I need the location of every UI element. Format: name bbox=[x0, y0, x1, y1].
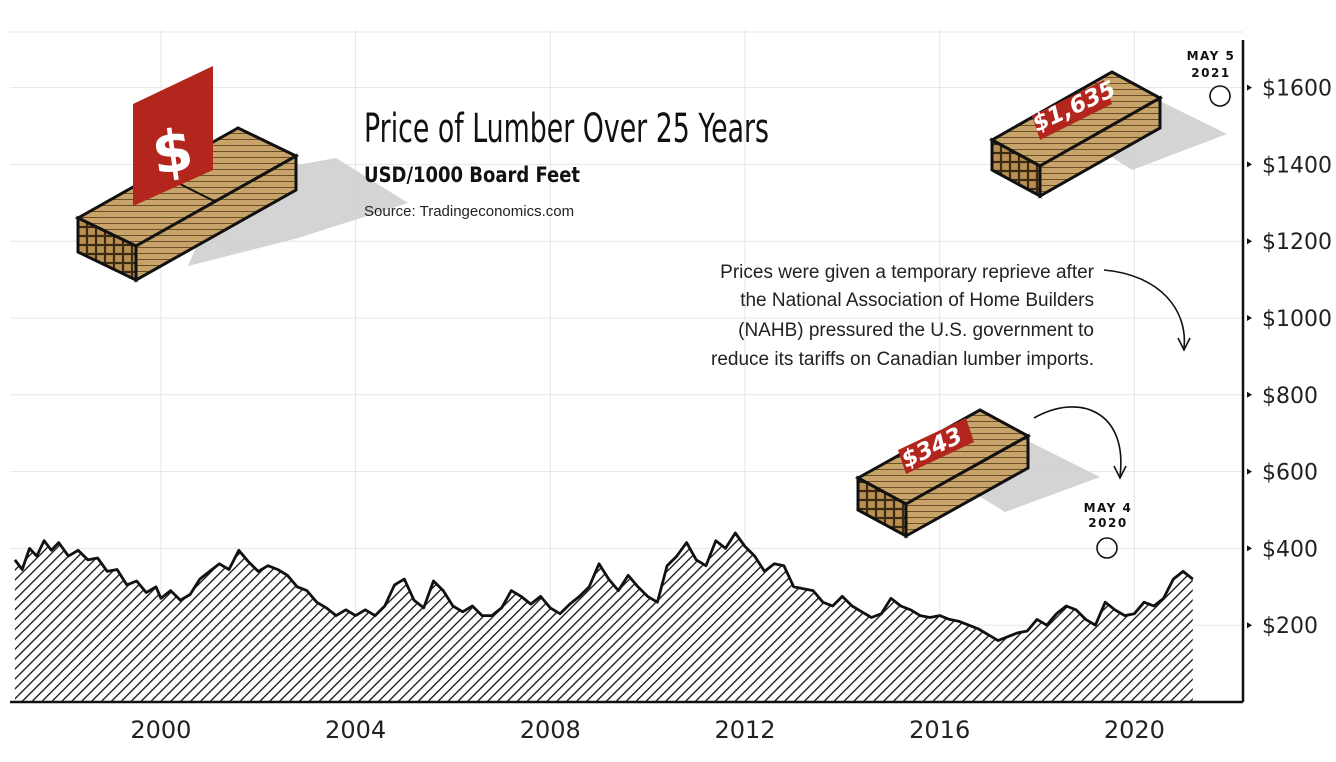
low-date-year: 2020 bbox=[1088, 516, 1127, 530]
lumber-stack-illustration-large bbox=[74, 126, 408, 283]
peak-callout: MAY 5 2021 bbox=[1187, 49, 1236, 107]
y-tick-mark-6 bbox=[1247, 161, 1252, 168]
y-tick-mark-5 bbox=[1247, 238, 1252, 245]
annotation-line-2: the National Association of Home Builder… bbox=[740, 290, 1094, 311]
peak-date-month: MAY 5 bbox=[1187, 49, 1236, 63]
y-tick-label-2: $600 bbox=[1262, 461, 1318, 486]
price-series bbox=[13, 531, 1194, 702]
x-tick-label-2: 2008 bbox=[520, 716, 581, 744]
low-marker bbox=[1096, 537, 1118, 559]
y-tick-mark-4 bbox=[1247, 315, 1252, 321]
x-tick-label-3: 2012 bbox=[714, 716, 775, 744]
y-tick-label-0: $200 bbox=[1262, 614, 1318, 639]
y-tick-label-1: $400 bbox=[1262, 537, 1318, 562]
annotation-line-4: reduce its tariffs on Canadian lumber im… bbox=[711, 349, 1094, 370]
tariff-annotation: Prices were given a temporary reprieve a… bbox=[711, 262, 1191, 370]
low-arrow bbox=[1033, 406, 1122, 477]
chart-source: Source: Tradingeconomics.com bbox=[364, 203, 574, 220]
x-tick-label-0: 2000 bbox=[130, 716, 191, 744]
low-arrowhead bbox=[1113, 465, 1127, 480]
annotation-arrow bbox=[1103, 269, 1186, 349]
y-tick-mark-2 bbox=[1247, 468, 1252, 475]
annotation-line-1: Prices were given a temporary reprieve a… bbox=[720, 262, 1094, 283]
x-tick-label-5: 2020 bbox=[1104, 716, 1165, 744]
axes: $200 $400 $600 $800 $1000 $1200 $1400 $1600 2000… bbox=[10, 40, 1332, 744]
dollar-sign-icon: $ bbox=[148, 115, 197, 188]
y-tick-mark-7 bbox=[1247, 84, 1252, 91]
y-tick-label-5: $1200 bbox=[1262, 230, 1332, 255]
y-tick-label-3: $800 bbox=[1262, 384, 1318, 409]
price-tag-dollar: $ bbox=[133, 66, 213, 206]
price-line bbox=[13, 531, 1194, 642]
chart-subtitle: USD/1000 Board Feet bbox=[364, 163, 580, 187]
y-tick-mark-0 bbox=[1247, 622, 1252, 629]
y-tick-label-7: $1600 bbox=[1262, 77, 1332, 102]
price-area-fill bbox=[14, 533, 1193, 702]
x-tick-label-1: 2004 bbox=[325, 716, 386, 744]
y-tick-mark-1 bbox=[1247, 545, 1252, 552]
annotation-arrowhead bbox=[1177, 337, 1191, 352]
peak-marker bbox=[1209, 85, 1231, 107]
y-tick-label-6: $1400 bbox=[1262, 153, 1332, 178]
annotation-line-3: (NAHB) pressured the U.S. government to bbox=[738, 320, 1094, 341]
low-date-month: MAY 4 bbox=[1084, 501, 1133, 515]
peak-date-year: 2021 bbox=[1191, 66, 1230, 80]
y-tick-label-4: $1000 bbox=[1262, 307, 1332, 332]
x-tick-label-4: 2016 bbox=[909, 716, 970, 744]
chart-title: Price of Lumber Over 25 Years bbox=[364, 106, 769, 152]
lumber-stack-illustration-low: $343 bbox=[854, 408, 1100, 539]
lumber-stack-illustration-peak: $1,635 bbox=[988, 70, 1227, 199]
y-tick-mark-3 bbox=[1247, 391, 1252, 398]
low-callout: MAY 4 2020 bbox=[1033, 406, 1133, 559]
